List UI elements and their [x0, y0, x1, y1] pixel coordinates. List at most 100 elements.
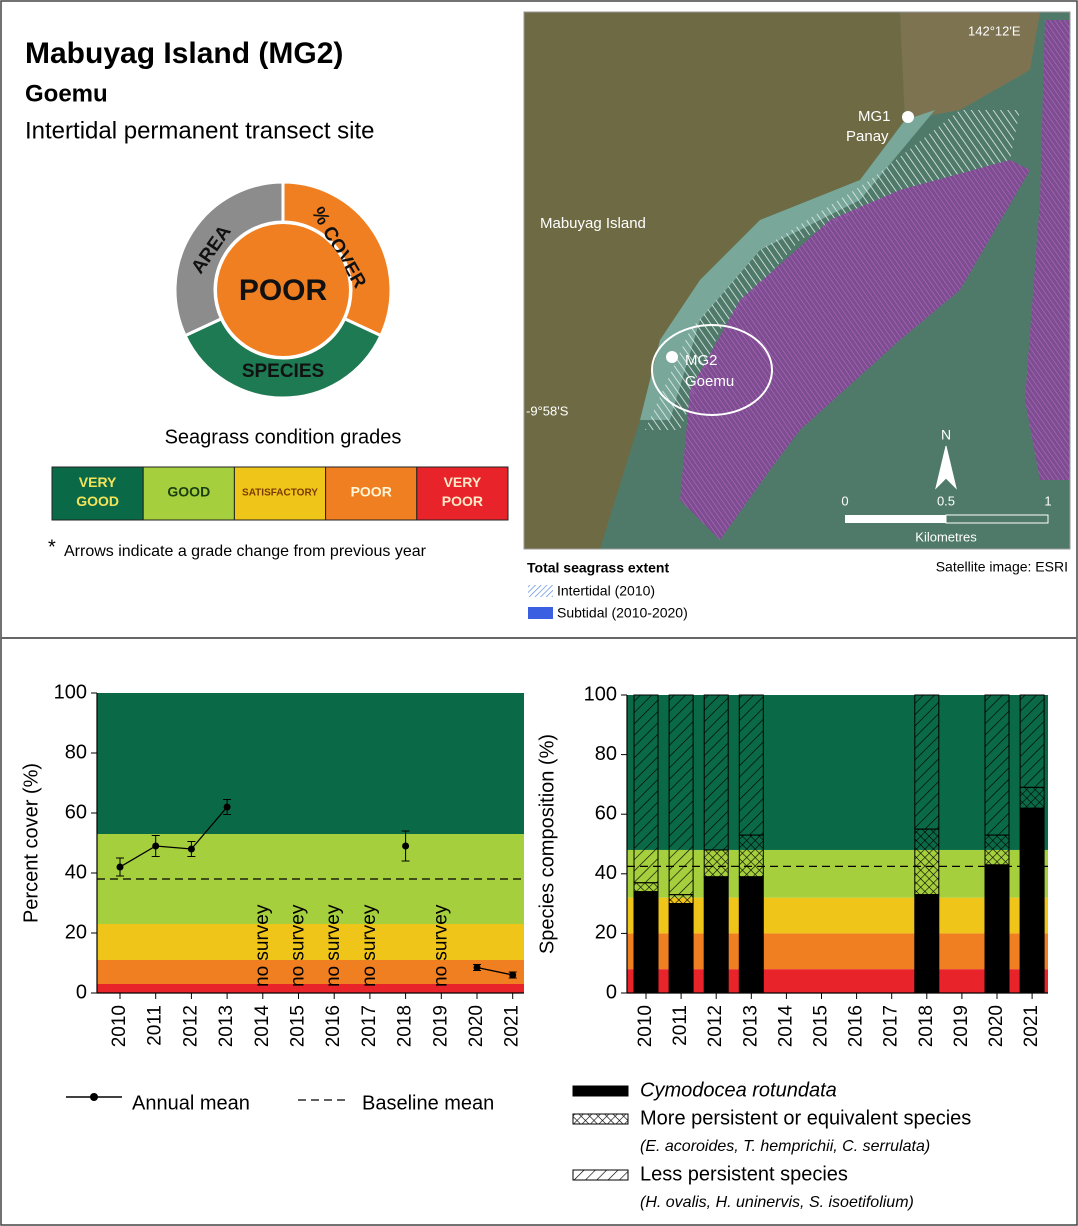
legend-swatch	[573, 1114, 628, 1124]
bar-segment	[739, 695, 763, 835]
site-type: Intertidal permanent transect site	[25, 117, 375, 144]
data-point	[474, 964, 481, 971]
note: Arrows indicate a grade change from prev…	[64, 543, 427, 560]
y-tick-label: 40	[65, 861, 87, 883]
note-marker: *	[48, 536, 56, 558]
bar-segment	[634, 892, 658, 993]
y-tick-label: 60	[65, 801, 87, 823]
site-code: MG2	[685, 352, 718, 369]
x-tick-label: 2017	[881, 1005, 902, 1047]
legend-label: Annual mean	[132, 1092, 250, 1114]
x-tick-label: 2016	[323, 1005, 344, 1047]
site-name: Goemu	[685, 373, 734, 390]
island-label: Mabuyag Island	[540, 215, 646, 232]
annotation: no survey	[252, 904, 273, 987]
annotation: no survey	[430, 904, 451, 987]
longitude: 142°12'E	[968, 23, 1021, 38]
scale-bar	[845, 515, 946, 523]
grade-label: VERY	[444, 474, 482, 490]
data-point	[152, 843, 159, 850]
bar-segment	[915, 695, 939, 829]
page: Mabuyag Island (MG2) Goemu Intertidal pe…	[0, 0, 1078, 1226]
latitude: -9°58'S	[526, 403, 569, 418]
legend-swatch	[573, 1170, 628, 1180]
bar-segment	[704, 850, 728, 877]
x-tick-label: 2020	[986, 1005, 1007, 1047]
bar-segment	[1020, 808, 1044, 993]
bar-segment	[669, 895, 693, 904]
x-tick-label: 2012	[180, 1005, 201, 1047]
x-tick-label: 2016	[846, 1005, 867, 1047]
legend-marker	[90, 1093, 98, 1101]
bar-segment	[985, 865, 1009, 993]
legend-label: Cymodocea rotundata	[640, 1079, 837, 1101]
y-axis-title: Species composition (%)	[536, 734, 558, 954]
y-axis-title: Percent cover (%)	[20, 763, 42, 923]
site-dot	[902, 111, 914, 123]
y-tick-label: 80	[595, 743, 617, 765]
grade-band	[97, 984, 524, 993]
data-point	[402, 843, 409, 850]
annotation: no survey	[323, 904, 344, 987]
x-tick-label: 2010	[635, 1005, 656, 1047]
map-legend-title: Total seagrass extent	[527, 560, 669, 576]
site-code: MG1	[858, 108, 891, 125]
north-label: N	[941, 427, 951, 443]
x-tick-label: 2015	[288, 1005, 309, 1047]
y-tick-label: 80	[65, 741, 87, 763]
y-tick-label: 60	[595, 802, 617, 824]
annotation: no survey	[359, 904, 380, 987]
legend-note: (H. ovalis, H. uninervis, S. isoetifoliu…	[640, 1194, 914, 1211]
scale-unit: Kilometres	[915, 529, 977, 544]
x-tick-label: 2018	[395, 1005, 416, 1047]
y-tick-label: 20	[595, 922, 617, 944]
bar-segment	[915, 895, 939, 993]
grade-band	[97, 960, 524, 984]
bar-segment	[739, 877, 763, 993]
x-tick-label: 2018	[916, 1005, 937, 1047]
x-tick-label: 2011	[145, 1005, 166, 1046]
wheel-grade: POOR	[239, 274, 328, 307]
subtitle: Goemu	[25, 80, 108, 107]
x-tick-label: 2021	[1021, 1005, 1042, 1047]
bar-segment	[739, 835, 763, 877]
x-tick-label: 2021	[502, 1005, 523, 1047]
y-tick-label: 100	[584, 683, 617, 705]
map-legend-item: Intertidal (2010)	[557, 583, 655, 599]
legend-label: Baseline mean	[362, 1092, 494, 1114]
y-tick-label: 0	[76, 981, 87, 1003]
grade-label: POOR	[351, 484, 392, 500]
y-tick-label: 20	[65, 921, 87, 943]
x-tick-label: 2014	[252, 1005, 273, 1048]
legend-note: (E. acoroides, T. hemprichii, C. serrula…	[640, 1138, 930, 1155]
grade-label: GOOD	[76, 493, 119, 509]
grade-label: VERY	[79, 474, 117, 490]
x-tick-label: 2010	[109, 1005, 130, 1047]
bar-segment	[1020, 695, 1044, 787]
bar-segment	[669, 695, 693, 895]
title: Mabuyag Island (MG2)	[25, 37, 343, 70]
x-tick-label: 2012	[705, 1005, 726, 1047]
map-legend-item: Subtidal (2010-2020)	[557, 605, 688, 621]
grade-label: GOOD	[167, 484, 210, 500]
scale-label: 1	[1044, 493, 1051, 508]
grade-band	[97, 693, 524, 834]
y-tick-label: 100	[54, 681, 87, 703]
bar-segment	[634, 695, 658, 883]
bar-segment	[704, 877, 728, 993]
grades-title: Seagrass condition grades	[165, 426, 402, 448]
legend-label: More persistent or equivalent species	[640, 1107, 971, 1129]
bar-segment	[1020, 787, 1044, 808]
legend-label: Less persistent species	[640, 1163, 848, 1185]
bar-segment	[985, 835, 1009, 865]
map	[524, 12, 1070, 549]
annotation: no survey	[288, 904, 309, 987]
bar-segment	[915, 829, 939, 895]
grade-label: SATISFACTORY	[242, 488, 318, 499]
grade-label: POOR	[442, 493, 483, 509]
x-tick-label: 2013	[740, 1005, 761, 1047]
bar-segment	[704, 695, 728, 850]
legend-swatch	[528, 607, 553, 619]
scale-label: 0.5	[937, 493, 955, 508]
x-tick-label: 2019	[430, 1005, 451, 1047]
